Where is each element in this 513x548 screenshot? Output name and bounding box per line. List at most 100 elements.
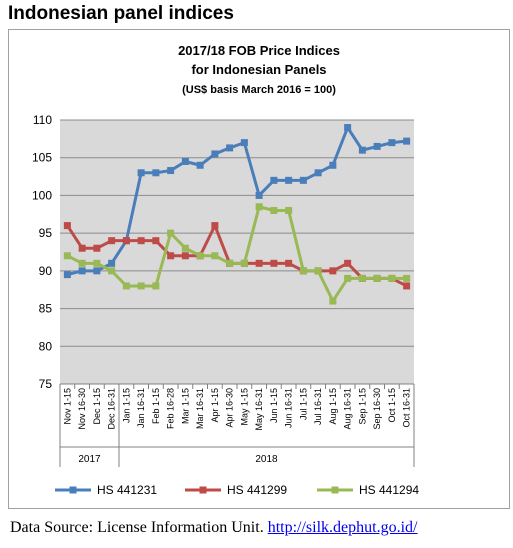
series-3 [63, 203, 411, 305]
data-point [344, 124, 352, 132]
data-point [285, 259, 293, 267]
x-tick-label: Jan 1-15 [121, 388, 131, 423]
x-group-label: 2018 [255, 454, 278, 465]
x-group-label: 2017 [78, 454, 101, 465]
legend-item: HS 441299 [185, 483, 287, 497]
data-point [211, 222, 219, 230]
data-point [78, 267, 86, 275]
data-point [93, 244, 101, 252]
y-tick-label: 95 [39, 226, 53, 240]
chart-title: 2017/18 FOB Price Indices [178, 43, 340, 58]
x-tick-label: Mar 16-31 [195, 388, 205, 429]
data-point [167, 252, 175, 260]
y-axis-ticks: 75 80 85 90 95 100 105 110 [32, 113, 52, 391]
data-point [314, 267, 322, 275]
data-point [255, 259, 263, 267]
data-point [108, 237, 116, 245]
data-point [240, 139, 248, 147]
data-point [137, 169, 145, 177]
data-point [270, 259, 278, 267]
data-point [255, 191, 263, 199]
x-tick-label: Feb 16-28 [166, 388, 176, 429]
x-tick-label: Aug 1-15 [328, 388, 338, 425]
data-point [137, 282, 145, 290]
chart-panel: 2017/18 FOB Price Indices for Indonesian… [8, 29, 510, 509]
data-point [373, 142, 381, 150]
x-tick-label: Apr 16-30 [225, 388, 235, 428]
x-tick-label: Oct 16-31 [402, 388, 412, 428]
series-lines [63, 124, 411, 305]
data-point [108, 267, 116, 275]
x-tick-label: Aug 16-31 [343, 388, 353, 430]
series-line [67, 126, 407, 277]
data-point [403, 137, 411, 145]
data-point [93, 259, 101, 267]
data-point [137, 237, 145, 245]
x-tick-label: Mar 1-15 [180, 388, 190, 424]
x-tick-label: Nov 16-30 [77, 388, 87, 430]
legend-marker [199, 486, 207, 494]
x-tick-label: Jan 16-31 [136, 388, 146, 428]
data-point [285, 176, 293, 184]
data-point [373, 274, 381, 282]
data-point [403, 282, 411, 290]
legend-item: HS 441231 [55, 483, 157, 497]
x-tick-label: Jun 1-15 [269, 388, 279, 423]
data-point [240, 259, 248, 267]
data-point [299, 267, 307, 275]
legend-marker [331, 486, 339, 494]
data-point [314, 169, 322, 177]
data-point [122, 282, 130, 290]
x-tick-label: May 1-15 [239, 388, 249, 426]
data-point [358, 274, 366, 282]
x-tick-label: Jul 16-31 [313, 388, 323, 425]
x-tick-label: Apr 1-15 [210, 388, 220, 423]
x-tick-label: May 16-31 [254, 388, 264, 431]
x-tick-label: Nov 1-15 [62, 388, 72, 425]
chart-legend: HS 441231 HS 441299 HS 441294 [55, 483, 419, 497]
data-point [270, 176, 278, 184]
data-point [108, 259, 116, 267]
data-point [152, 237, 160, 245]
x-tick-label: Dec 16-31 [107, 388, 117, 430]
data-point [152, 169, 160, 177]
x-tick-label: Sep 16-30 [372, 388, 382, 430]
data-point [329, 297, 337, 305]
data-point [167, 167, 175, 175]
data-point [63, 271, 71, 279]
x-tick-label: Oct 1-15 [387, 388, 397, 423]
y-tick-label: 90 [39, 264, 53, 278]
data-point [344, 259, 352, 267]
legend-label: HS 441299 [227, 483, 287, 497]
data-point [329, 161, 337, 169]
data-source-note: Data Source: License Information Unit. h… [10, 519, 417, 537]
legend-marker [69, 486, 77, 494]
data-point [93, 267, 101, 275]
data-point [285, 207, 293, 215]
data-point [181, 244, 189, 252]
data-point [388, 274, 396, 282]
data-point [299, 176, 307, 184]
y-tick-label: 75 [39, 377, 53, 391]
data-point [358, 146, 366, 154]
data-point [122, 237, 130, 245]
x-tick-label: Jun 16-31 [284, 388, 294, 428]
x-tick-label: Sep 1-15 [357, 388, 367, 425]
data-point [78, 259, 86, 267]
data-point [226, 259, 234, 267]
data-point [196, 252, 204, 260]
y-tick-label: 100 [32, 188, 52, 202]
data-point [181, 252, 189, 260]
source-link[interactable]: http://silk.dephut.go.id/ [267, 519, 418, 536]
data-point [344, 274, 352, 282]
x-axis: Nov 1-15 Nov 16-30 Dec 1-15 Dec 16-31 Jan 1-… [59, 383, 415, 467]
y-tick-label: 105 [32, 151, 52, 165]
legend-label: HS 441231 [97, 483, 157, 497]
data-point [255, 203, 263, 211]
x-tick-label: Jul 1-15 [298, 388, 308, 420]
data-point [211, 150, 219, 158]
data-point [181, 157, 189, 165]
x-tick-label: Feb 1-15 [151, 388, 161, 424]
page-heading: Indonesian panel indices [8, 3, 234, 24]
chart-subtitle-line2: for Indonesian Panels [191, 62, 326, 77]
